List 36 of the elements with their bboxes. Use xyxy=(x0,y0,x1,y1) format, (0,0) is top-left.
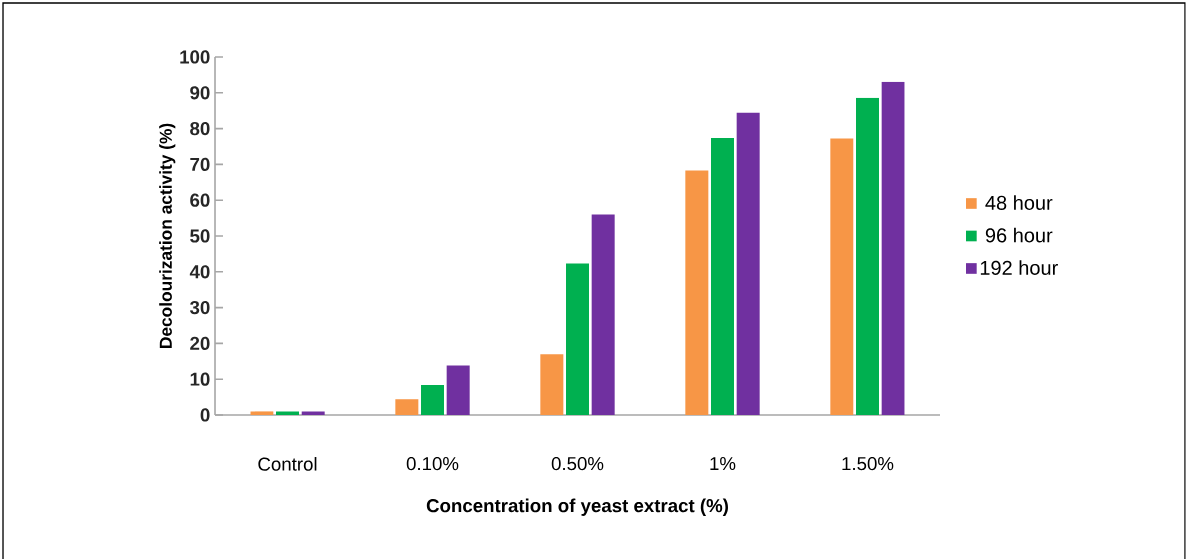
x-tick-label: 0.10% xyxy=(406,457,459,471)
y-tick-label: 30 xyxy=(189,300,210,315)
bar xyxy=(685,170,709,415)
bar xyxy=(711,137,735,415)
y-tick-label: 60 xyxy=(190,193,210,207)
x-axis-title: Concentration of yeast extract (%) xyxy=(426,498,728,516)
x-tick-label: 1.50% xyxy=(842,457,894,471)
y-tick-label: 20 xyxy=(190,336,210,350)
y-tick-label: 0 xyxy=(200,408,210,422)
y-tick-label: 50 xyxy=(190,229,210,243)
y-tick-label: 80 xyxy=(190,121,210,136)
bar xyxy=(881,81,905,415)
bar xyxy=(301,411,325,415)
y-tick-label: 90 xyxy=(190,86,210,100)
bar xyxy=(395,399,419,415)
legend-label: 48 hour xyxy=(985,195,1053,210)
bar xyxy=(591,214,615,415)
x-tick-label: Control xyxy=(258,457,317,471)
y-tick-label: 10 xyxy=(190,372,210,386)
y-tick-label: 70 xyxy=(190,157,210,171)
bar xyxy=(566,263,589,415)
bar xyxy=(276,411,300,415)
bar xyxy=(421,384,445,415)
bar xyxy=(830,138,854,415)
bar xyxy=(736,112,760,415)
y-axis-title: Decolourization activity (%) xyxy=(159,123,176,348)
bar xyxy=(856,97,879,415)
legend-label: 192 hour xyxy=(980,260,1058,275)
y-tick-label: 100 xyxy=(180,50,210,64)
y-tick-label: 40 xyxy=(189,265,210,279)
legend-label: 96 hour xyxy=(985,227,1053,243)
bar xyxy=(250,411,274,415)
x-tick-label: 0.50% xyxy=(551,457,604,471)
bar xyxy=(446,365,470,415)
bar xyxy=(540,354,564,415)
x-tick-label: 1% xyxy=(710,457,736,471)
